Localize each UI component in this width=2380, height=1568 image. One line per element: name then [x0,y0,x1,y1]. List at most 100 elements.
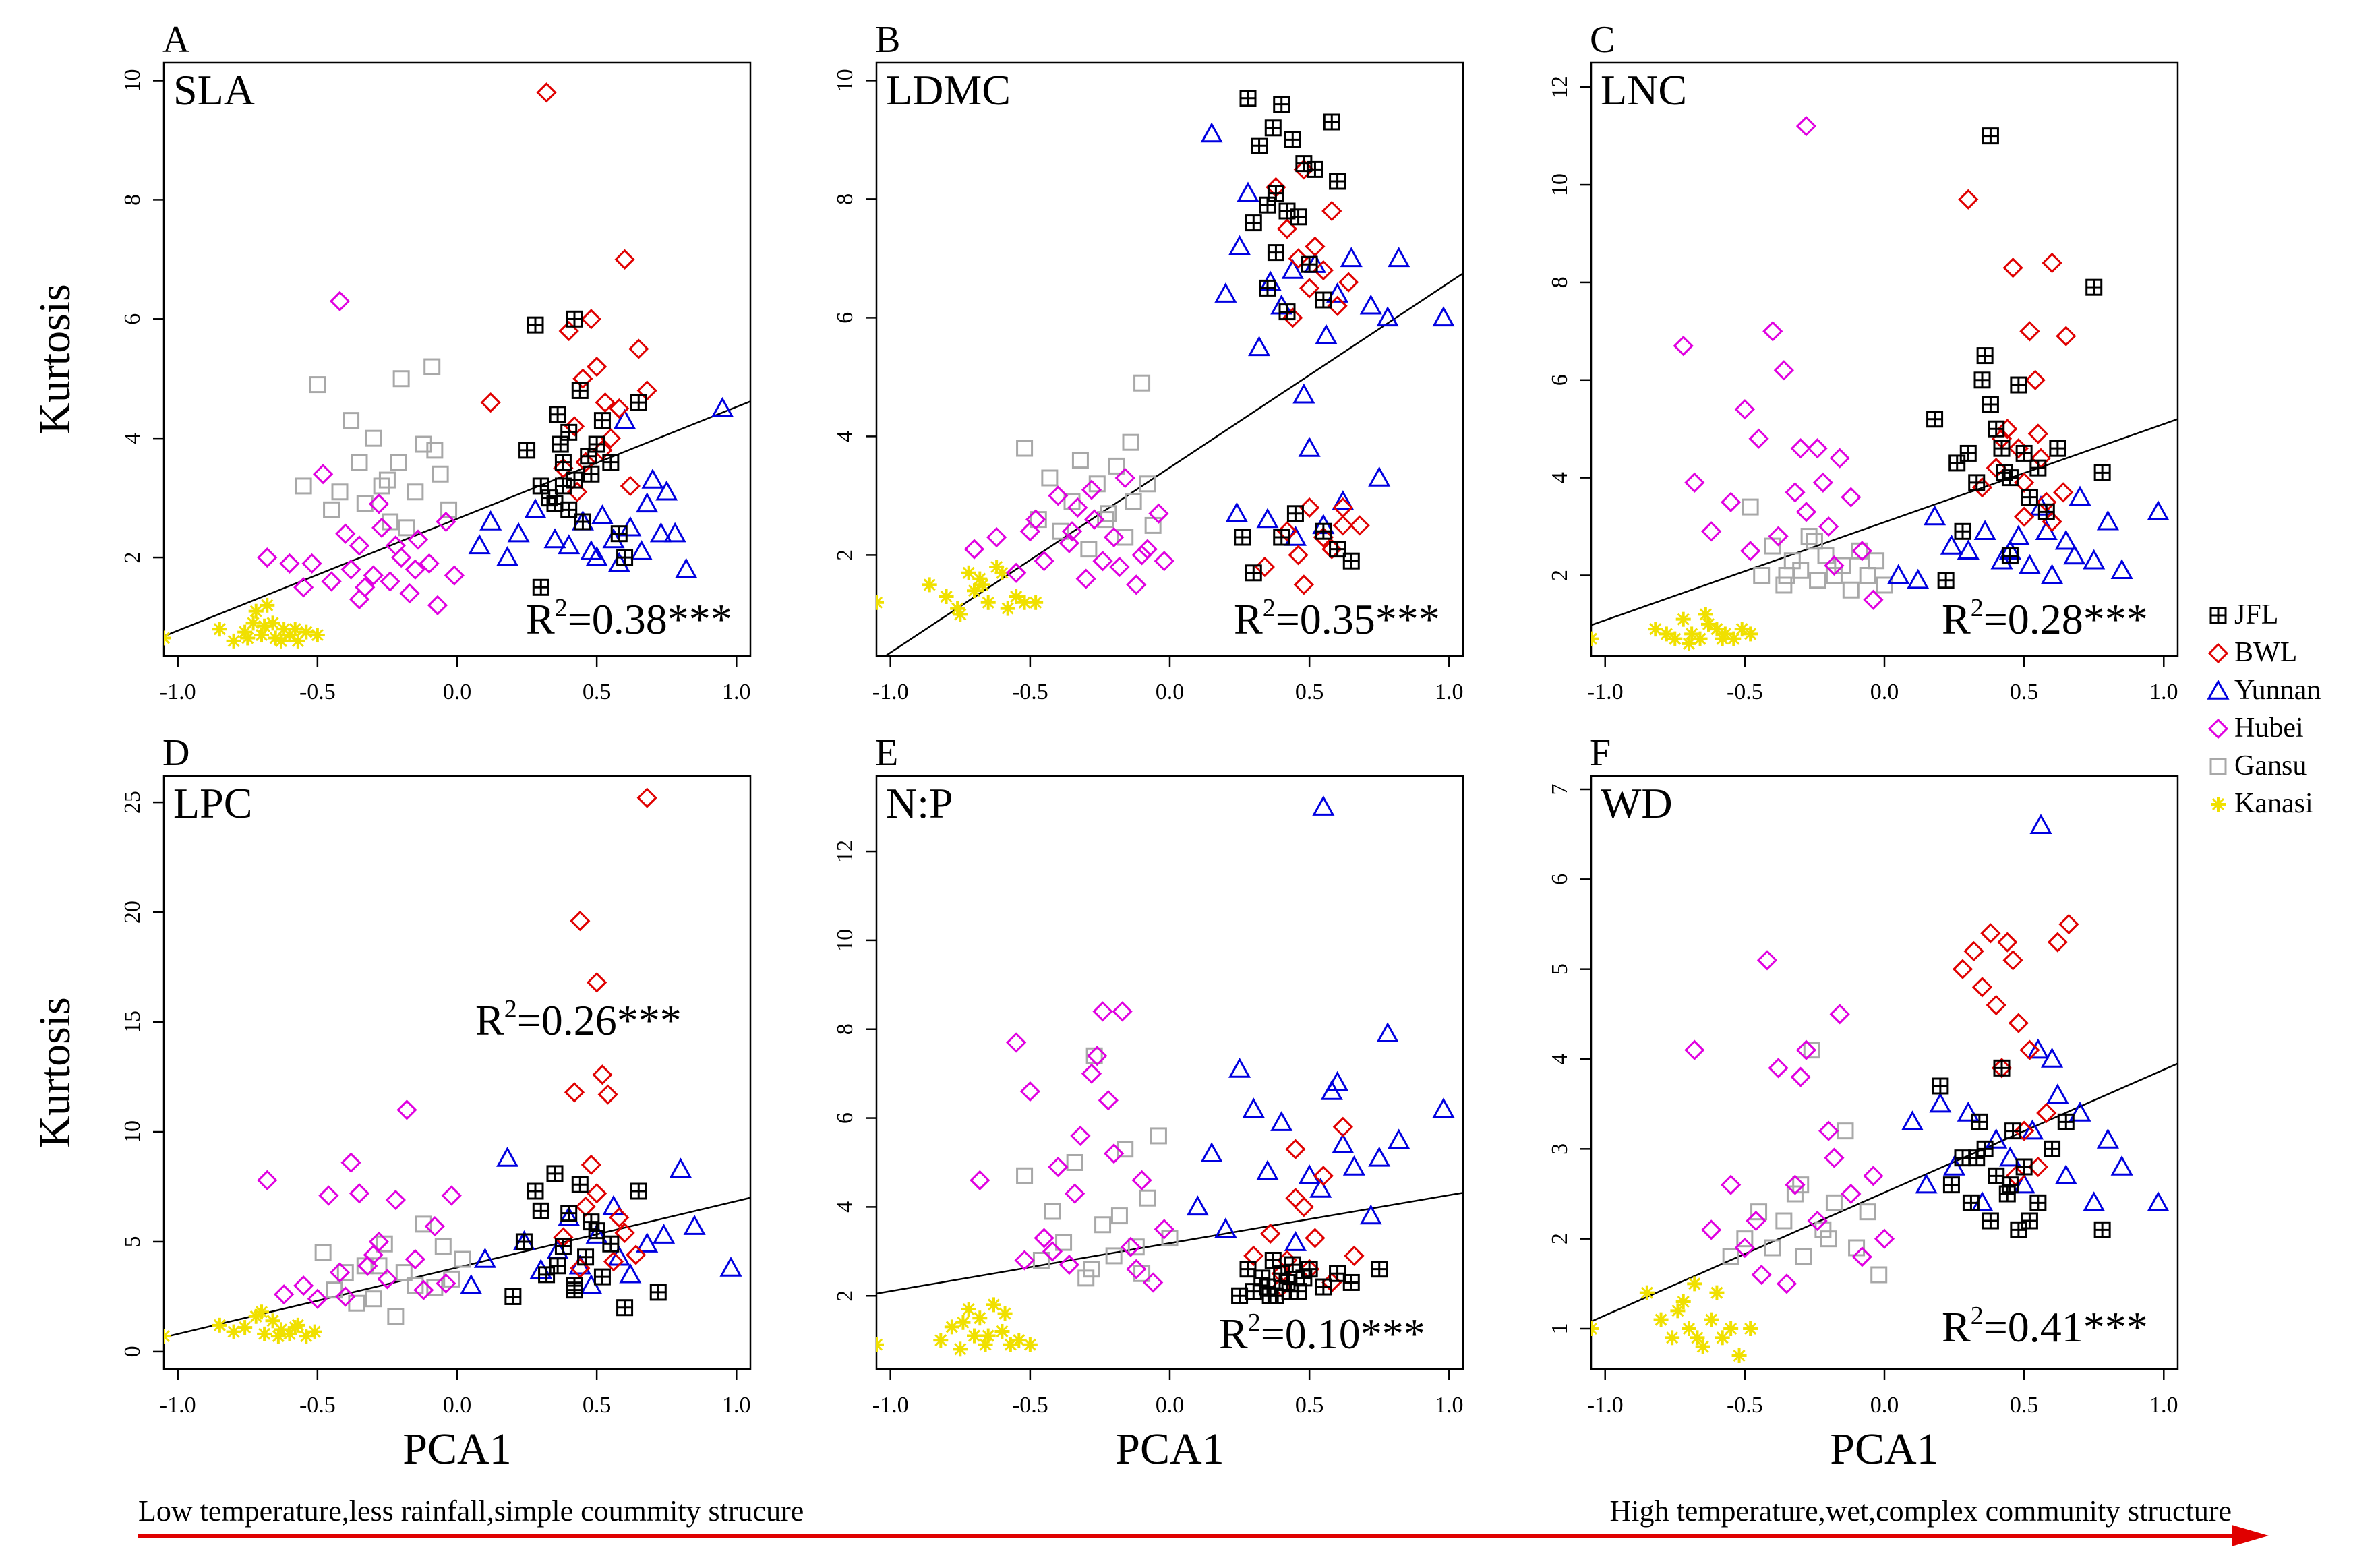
point-yunnan [1292,383,1315,404]
point-hubei [1092,551,1113,572]
point-yunnan [1432,1097,1455,1118]
panel-f: F WD -1.0 -0.5 0.0 0.5 1.0 1 2 3 4 5 6 7 PCA1 R2=0.41**… [1547,732,2179,1474]
point-kanasi [876,595,884,610]
point-yunnan [675,557,698,578]
point-gansu [1100,505,1117,522]
point-kanasi [980,1328,996,1344]
point-bwl [1299,278,1320,299]
point-hubei [436,1273,456,1294]
point-bwl [1963,940,1984,962]
point-bwl [600,428,621,449]
y-tick-label: 10 [120,69,145,92]
x-tick-label: 1.0 [722,1393,751,1418]
point-jfl [560,1205,578,1222]
r2-label: R2=0.10*** [1219,1308,1425,1358]
point-hubei [307,1288,328,1309]
point-hubei [1734,1237,1755,1259]
point-bwl [1260,1223,1281,1244]
point-hubei [1768,1058,1789,1079]
point-bwl [558,320,579,342]
point-hubei [363,1244,384,1265]
point-jfl [1329,173,1346,190]
point-bwl [1293,1197,1314,1217]
point-yunnan [1887,564,1910,584]
point-hubei [349,589,370,610]
point-hubei [377,1269,398,1290]
point-gansu [1792,1176,1810,1194]
x-tick-label: -1.0 [872,1393,909,1418]
regression-line [876,1192,1463,1295]
point-hubei [340,1152,361,1173]
point-gansu [1848,1239,1866,1257]
point-yunnan [1200,1142,1223,1162]
y-tick-label: 10 [833,69,858,92]
point-jfl [1962,1194,1980,1211]
point-yunnan [2021,1119,2044,1140]
point-gansu [1750,1203,1768,1221]
point-hubei [1081,479,1102,500]
y-tick-label: 2 [1547,570,1572,581]
point-kanasi [961,565,976,580]
panel-letter: F [1590,732,1611,774]
panel-title: N:P [886,779,953,827]
y-axis-title: Kurtosis [30,997,80,1148]
point-jfl [630,1182,647,1200]
point-hubei [1818,1120,1839,1141]
point-yunnan [1281,258,1304,279]
point-jfl [616,1299,634,1317]
point-gansu [1041,469,1059,487]
point-yunnan [496,1147,519,1167]
point-kanasi [994,1323,1010,1339]
point-jfl [554,454,572,471]
y-tick-label: 6 [833,1112,858,1124]
x-tick-label: 1.0 [1435,680,1464,704]
point-yunnan [2007,524,2030,545]
point-hubei [335,1286,356,1307]
point-jfl [1273,1265,1290,1282]
point-gansu [1016,440,1034,457]
point-hubei [335,523,356,544]
point-kanasi [933,1333,949,1348]
point-bwl [626,1244,647,1265]
point-jfl [630,394,647,411]
point-bwl [1980,923,2001,944]
point-gansu [387,1308,405,1325]
point-kanasi [1743,1321,1758,1336]
point-gansu [1870,1266,1888,1284]
point-jfl [1968,1149,1986,1167]
point-jfl [2015,444,2033,462]
point-yunnan [496,545,519,566]
point-yunnan [1985,1128,2008,1149]
point-hubei [318,1185,339,1206]
point-yunnan [1388,247,1410,268]
point-jfl [1937,572,1955,589]
point-hubei [385,1189,406,1211]
y-tick-label: 8 [1547,276,1572,288]
point-yunnan [636,1232,659,1253]
y-tick-label: 10 [1547,173,1572,196]
plot-frame [1590,775,2179,1370]
point-yunnan [507,522,530,543]
point-bwl [2047,932,2068,953]
legend-label: JFL [2234,599,2278,630]
point-yunnan [1237,181,1259,202]
point-jfl [1996,464,2013,481]
point-hubei [340,559,361,580]
point-jfl [554,1237,572,1255]
point-hubei [1795,502,1817,522]
point-hubei [399,583,420,604]
point-bwl [592,1064,613,1085]
point-jfl [1253,1269,1271,1287]
point-gansu [1094,1216,1112,1234]
point-hubei [970,1170,990,1190]
point-yunnan [473,1247,496,1268]
point-yunnan [1907,568,1930,589]
point-gansu [432,465,449,483]
point-bwl [1986,994,2006,1016]
y-tick-label: 4 [833,431,858,442]
point-hubei [349,535,370,556]
point-gansu [1044,1203,1061,1220]
point-hubei [1756,950,1778,971]
point-bwl [609,1207,630,1228]
y-tick-label: 7 [1547,784,1572,795]
